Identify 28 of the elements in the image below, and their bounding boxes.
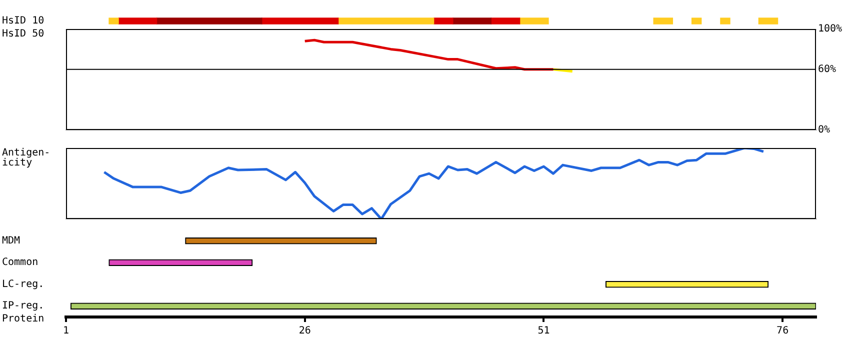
category-label: LC-reg.	[2, 278, 44, 290]
bar	[490, 18, 520, 24]
bar	[108, 18, 119, 24]
bar	[758, 18, 778, 24]
bar	[434, 18, 454, 24]
category-label: MDM	[2, 235, 20, 246]
x-axis-title: Protein	[2, 314, 44, 325]
bar	[653, 18, 674, 24]
bar	[262, 18, 339, 24]
bar	[452, 18, 492, 24]
y-tick-label: 0%	[818, 124, 830, 136]
bar	[720, 18, 730, 24]
category-label: IP-reg.	[2, 300, 44, 312]
bar	[156, 18, 262, 24]
x-tick-label: 26	[298, 326, 311, 337]
category-label: Common	[2, 257, 38, 268]
y-tick-label: 60%	[818, 64, 836, 75]
y-axis-title: Antigen-icity	[2, 148, 50, 169]
x-tick-label: 76	[776, 326, 789, 337]
bar	[691, 18, 702, 24]
bar	[519, 18, 549, 24]
x-tick-label: 51	[538, 326, 550, 337]
bar	[118, 18, 158, 24]
bar	[338, 18, 434, 24]
category-label: HsID 10	[2, 16, 44, 27]
y-axis-title: HsID 50	[2, 28, 44, 40]
x-tick-label: 1	[62, 326, 70, 337]
y-tick-label: 100%	[818, 24, 842, 35]
